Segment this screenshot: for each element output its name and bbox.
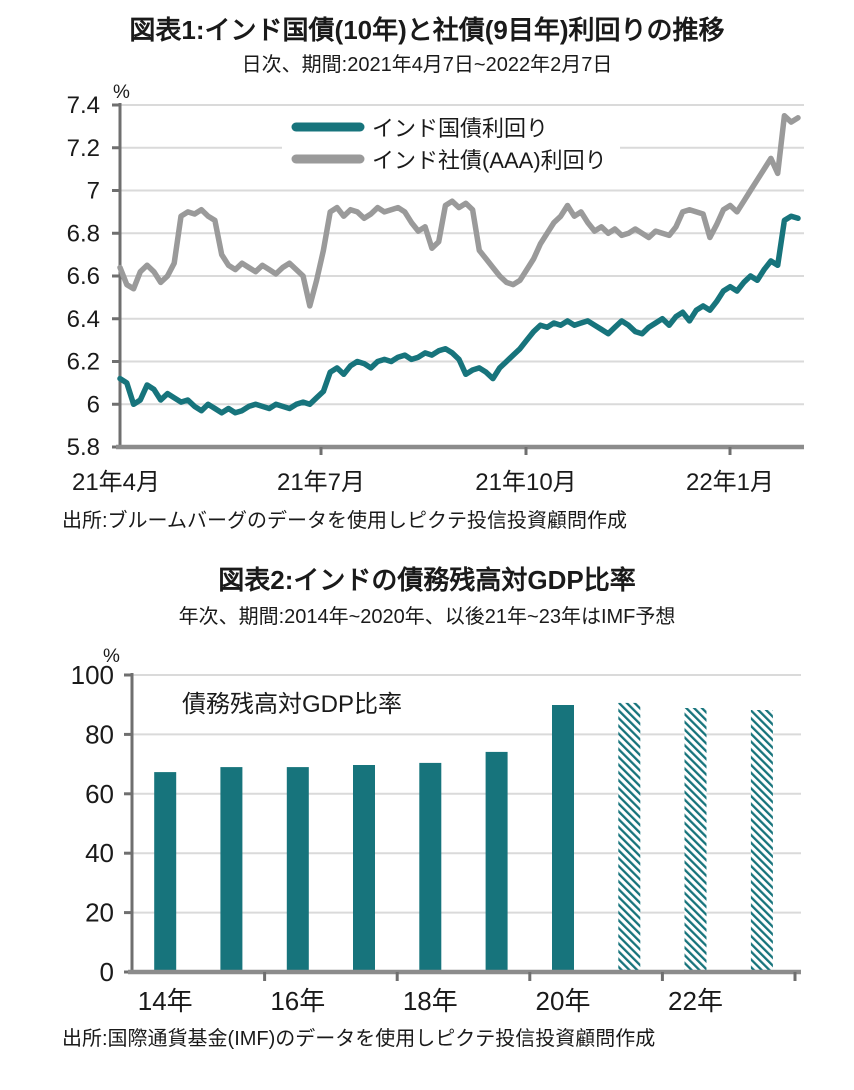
debt-gdp-bar (353, 765, 375, 972)
debt-gdp-bar (286, 767, 309, 972)
bar-series-label: 債務残高対GDP比率 (182, 691, 402, 718)
debt-gdp-bar (220, 767, 243, 972)
y-axis-tick-label: 7.2 (67, 135, 100, 162)
y-axis-tick-label: 100 (71, 660, 114, 690)
figure2-title: 図表2:インドの債務残高対GDP比率 (218, 565, 636, 595)
y-axis-tick-label: 80 (85, 719, 114, 749)
debt-gdp-bar (552, 705, 574, 972)
y-axis-tick-label: 20 (85, 898, 114, 928)
y-axis-tick-label: 7 (87, 178, 100, 205)
y-axis-tick-label: 40 (85, 838, 114, 868)
figure1-subtitle: 日次、期間:2021年4月7日~2022年2月7日 (241, 54, 613, 76)
x-axis-tick-label: 22年1月 (686, 469, 774, 496)
x-axis-tick-label: 14年 (138, 986, 193, 1016)
debt-gdp-forecast-bar (750, 710, 773, 972)
debt-gdp-forecast-bar (684, 708, 707, 972)
y-axis-tick-label: 0 (100, 957, 114, 987)
y-axis-unit-label: % (113, 82, 130, 103)
figure1-source: 出所:ブルームバーグのデータを使用しピクテ投信投資顧問作成 (62, 510, 627, 532)
x-axis-tick-label: 16年 (270, 986, 325, 1016)
x-axis-tick-label: 20年 (536, 986, 591, 1016)
figure2-bar-chart: % 0 20 40 60 80 100 14年 16年 18年 20年 22年 債務残高対GDP比率 (71, 646, 801, 1016)
figure2-source: 出所:国際通貨基金(IMF)のデータを使用しピクテ投信投資顧問作成 (62, 1028, 656, 1050)
y-axis-tick-label: 60 (85, 779, 114, 809)
y-axis-tick-label: 6 (87, 391, 100, 418)
figure2-subtitle: 年次、期間:2014年~2020年、以後21年~23年はIMF予想 (178, 606, 676, 628)
y-axis-tick-label: 6.4 (67, 306, 100, 333)
y-axis-tick-label: 5.8 (67, 434, 100, 461)
x-axis-tick-label: 21年4月 (72, 469, 160, 496)
figure1-line-chart: % 5.8 6 6.2 6.4 6.6 6.8 7 7.2 7.4 21年4月 21年7月 21年10月… (67, 82, 804, 496)
y-axis-tick-label: 6.8 (67, 220, 100, 247)
debt-gdp-bar (485, 751, 508, 972)
figure1-title: 図表1:インド国債(10年)と社債(9目年)利回りの推移 (129, 15, 725, 45)
y-axis-unit-label: % (103, 646, 120, 667)
legend-corp-bond-label: インド社債(AAA)利回り (372, 148, 607, 173)
y-axis-tick-label: 6.2 (67, 349, 100, 376)
x-axis-tick-label: 21年10月 (475, 469, 576, 496)
y-axis-tick-label: 7.4 (67, 92, 100, 119)
x-axis-tick-label: 22年 (668, 986, 723, 1016)
corporate-bond-yield-line (117, 112, 801, 309)
govt-bond-yield-line (117, 213, 801, 416)
debt-gdp-forecast-bar (618, 702, 641, 972)
debt-gdp-bar (154, 772, 177, 972)
legend-govt-bond-label: インド国債利回り (372, 116, 548, 141)
debt-gdp-bar (419, 762, 442, 972)
x-axis-tick-label: 21年7月 (277, 469, 365, 496)
x-axis-tick-label: 18年 (403, 986, 458, 1016)
y-axis-tick-label: 6.6 (67, 263, 100, 290)
